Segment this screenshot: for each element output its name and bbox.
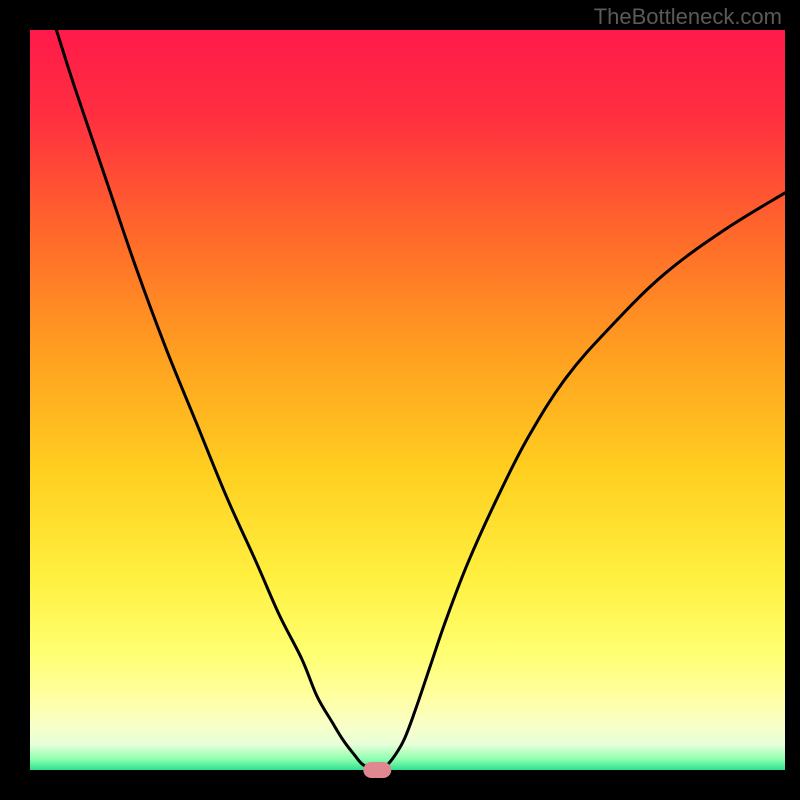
plot-background [30, 30, 785, 770]
bottleneck-chart [0, 0, 800, 800]
chart-container: TheBottleneck.com [0, 0, 800, 800]
optimum-marker [363, 762, 391, 778]
watermark-text: TheBottleneck.com [594, 4, 782, 30]
